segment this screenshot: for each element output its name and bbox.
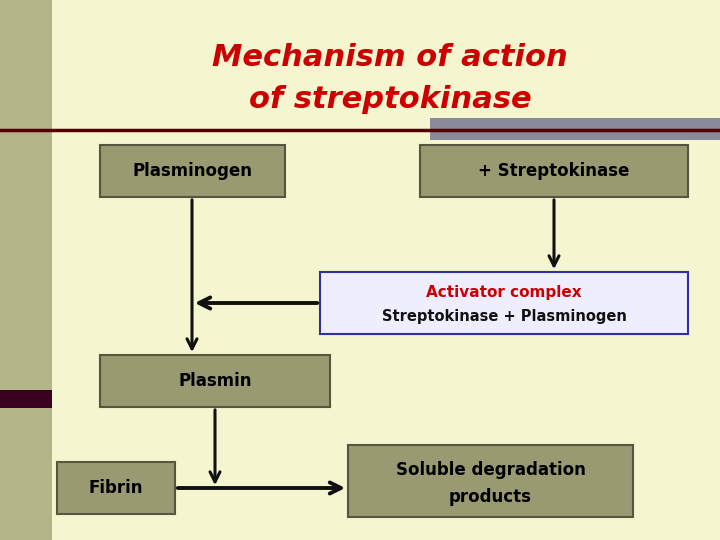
Bar [420,145,688,197]
Bar [57,462,175,514]
Text: + Streptokinase: + Streptokinase [478,162,630,180]
Bar [320,272,688,334]
Bar [100,145,285,197]
Text: Plasminogen: Plasminogen [132,162,253,180]
Bar [100,355,330,407]
Bar [430,118,720,140]
Text: Soluble degradation: Soluble degradation [395,461,585,479]
Bar [0,0,52,540]
Text: Activator complex: Activator complex [426,285,582,300]
Bar [348,445,633,517]
Bar [0,390,52,408]
Text: Mechanism of action: Mechanism of action [212,44,568,72]
Text: products: products [449,488,532,506]
Text: of streptokinase: of streptokinase [248,85,531,114]
Text: Plasmin: Plasmin [179,372,252,390]
Text: Streptokinase + Plasminogen: Streptokinase + Plasminogen [382,309,626,324]
Text: Fibrin: Fibrin [89,479,143,497]
